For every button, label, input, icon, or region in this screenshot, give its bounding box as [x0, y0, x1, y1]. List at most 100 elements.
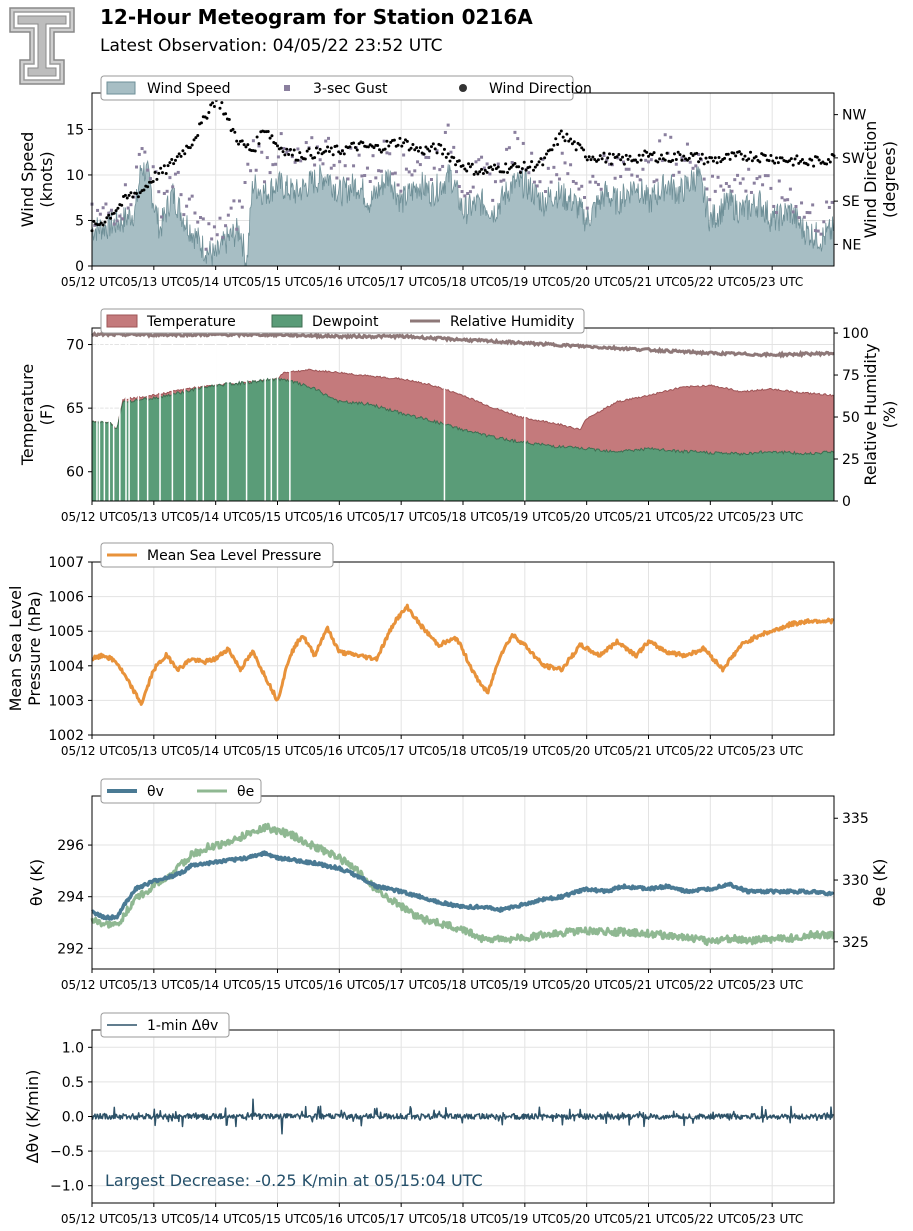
- wind-direction-point: [409, 146, 413, 150]
- gust-point: [137, 152, 141, 156]
- x-tick-label: 05/21 UTC: [617, 978, 679, 992]
- gust-point: [585, 206, 589, 210]
- wind-direction-point: [791, 163, 795, 167]
- wind-direction-point: [743, 154, 747, 158]
- gust-point: [276, 155, 280, 159]
- wind-direction-point: [481, 171, 485, 175]
- x-tick-label: 05/15 UTC: [246, 275, 308, 289]
- gust-point: [393, 171, 397, 175]
- wind-direction-point: [574, 148, 578, 152]
- wind-direction-point: [270, 134, 274, 138]
- wind-direction-point: [242, 143, 246, 147]
- x-tick-label: 05/20 UTC: [556, 275, 618, 289]
- wind-direction-point: [446, 152, 450, 156]
- wind-direction-point: [678, 153, 682, 157]
- gust-point: [224, 224, 228, 228]
- legend-label: Dewpoint: [312, 314, 379, 330]
- wind-direction-point: [442, 147, 446, 151]
- wind-direction-point: [285, 147, 289, 151]
- wind-direction-point: [504, 162, 508, 166]
- wind-direction-point: [305, 149, 309, 153]
- wind-direction-point: [652, 151, 656, 155]
- legend-label: Mean Sea Level Pressure: [147, 548, 321, 564]
- x-tick-label: 05/21 UTC: [617, 510, 679, 524]
- gust-point: [221, 235, 225, 239]
- gust-point: [455, 170, 459, 174]
- wind-direction-point: [621, 155, 625, 159]
- wind-direction-point: [569, 137, 573, 141]
- gust-point: [215, 233, 219, 237]
- x-tick-label: 05/23 UTC: [741, 744, 803, 758]
- gust-point: [157, 190, 161, 194]
- gust-point: [802, 215, 806, 219]
- gust-point: [249, 169, 253, 173]
- y-tick-label: 292: [57, 941, 84, 957]
- y2-axis-label: θe (K): [870, 859, 889, 907]
- wind-direction-point: [326, 145, 330, 149]
- wind-direction-point: [385, 139, 389, 143]
- gust-point: [96, 208, 100, 212]
- wind-direction-point: [439, 143, 443, 147]
- wind-direction-point: [107, 213, 111, 217]
- wind-direction-point: [313, 156, 317, 160]
- gust-point: [148, 177, 152, 181]
- wind-direction-point: [246, 143, 250, 147]
- gust-point: [813, 229, 817, 233]
- wind-direction-point: [188, 146, 192, 150]
- x-tick-label: 05/17 UTC: [370, 744, 432, 758]
- gust-point: [432, 166, 436, 170]
- legend-label: Wind Speed: [147, 81, 231, 97]
- wind-direction-point: [120, 203, 124, 207]
- wind-direction-point: [316, 151, 320, 155]
- y-tick-label: 0: [75, 259, 84, 275]
- gust-point: [774, 210, 778, 214]
- x-tick-label: 05/20 UTC: [556, 978, 618, 992]
- gust-point: [733, 178, 737, 182]
- wind-direction-point: [598, 154, 602, 158]
- wind-direction-point: [626, 157, 630, 161]
- wind-direction-point: [554, 137, 558, 141]
- gust-point: [382, 139, 386, 143]
- x-tick-label: 05/13 UTC: [123, 1212, 185, 1226]
- wind-direction-point: [578, 143, 582, 147]
- wind-direction-point: [181, 149, 185, 153]
- wind-direction-point: [793, 157, 797, 161]
- x-tick-label: 05/18 UTC: [432, 275, 494, 289]
- wind-direction-point: [327, 150, 331, 154]
- gust-point: [452, 145, 456, 149]
- gust-point: [694, 164, 698, 168]
- wind-direction-point: [680, 158, 684, 162]
- gust-point: [769, 186, 773, 190]
- wind-direction-point: [389, 140, 393, 144]
- x-tick-label: 05/14 UTC: [185, 978, 247, 992]
- wind-direction-point: [155, 177, 159, 181]
- gust-point: [109, 208, 113, 212]
- wind-direction-point: [519, 171, 523, 175]
- gust-point: [232, 199, 236, 203]
- wind-direction-point: [136, 195, 140, 199]
- gust-point: [705, 187, 709, 191]
- legend-box: [100, 542, 334, 568]
- gust-point: [571, 180, 575, 184]
- gust-point: [685, 142, 689, 146]
- gust-point: [182, 213, 186, 217]
- gust-point: [160, 215, 164, 219]
- gust-point: [310, 136, 314, 140]
- gust-point: [596, 183, 600, 187]
- wind-direction-point: [274, 142, 278, 146]
- wind-direction-point: [279, 146, 283, 150]
- gust-point: [293, 160, 297, 164]
- wind-direction-point: [431, 142, 435, 146]
- wind-direction-point: [485, 170, 489, 174]
- y2-tick-label: SE: [842, 194, 860, 210]
- wind-direction-point: [402, 141, 406, 145]
- y-tick-label: 1005: [48, 624, 84, 640]
- wind-direction-point: [276, 144, 279, 148]
- gust-point: [672, 173, 676, 177]
- panel-3: 05/12 UTC 05/13 UTC 05/14 UTC 05/15 UTC 05/1…: [6, 542, 835, 758]
- wind-direction-point: [758, 160, 762, 164]
- gust-point: [555, 173, 559, 177]
- wind-direction-point: [509, 165, 513, 169]
- wind-direction-point: [474, 170, 478, 174]
- gust-point: [808, 211, 812, 215]
